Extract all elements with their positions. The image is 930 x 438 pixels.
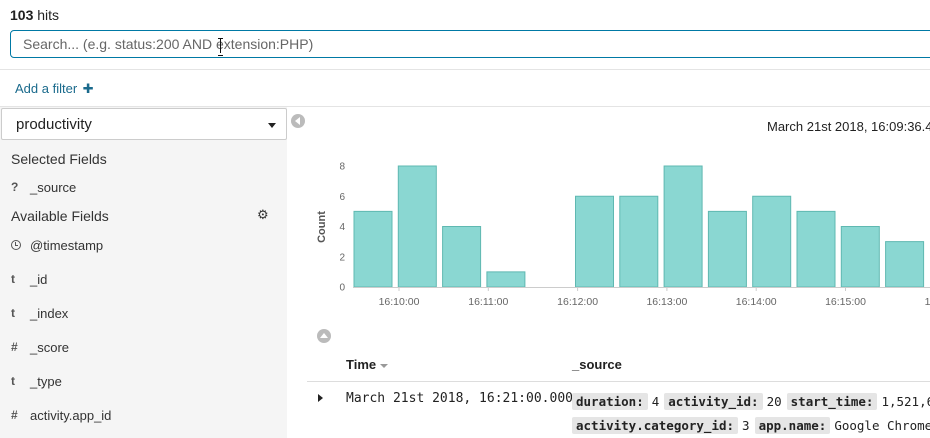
histogram-chart: Count 0 2 4 6 8 16:10:00 16:11:00 16:12:00 16:13:… [316,162,930,308]
add-filter-label: Add a filter [15,81,78,96]
x-tick-label: 16:11:00 [468,296,508,308]
x-tick-label: 16:13:00 [646,296,687,308]
column-header-source: _source [572,357,622,372]
divider [307,381,930,382]
source-key: duration: [572,393,648,410]
source-key: app.name: [754,417,831,434]
hits-count: 103 hits [10,7,59,23]
expand-row-icon[interactable] [318,394,323,402]
histogram-bar [796,210,836,288]
y-tick-label: 2 [339,252,345,263]
string-type-icon: t [11,306,15,320]
divider [0,69,930,70]
x-tick-label: 16:15:00 [825,296,866,308]
histogram-bar [707,210,747,288]
histogram-bar [575,195,614,288]
search-input[interactable] [10,30,930,58]
source-value: Google Chrome [834,418,930,433]
histogram-bar [486,271,526,288]
source-value: 4 [651,394,660,409]
y-tick-label: 8 [339,162,345,173]
field-name: _source [30,180,77,195]
field-name: @timestamp [30,238,104,253]
histogram-bar [442,226,482,288]
field-item-index[interactable]: t _index [0,303,287,325]
hits-label: hits [37,7,60,23]
column-label: Time [346,357,377,372]
histogram-bar [353,210,393,288]
text-cursor-icon [218,37,224,56]
column-header-time[interactable]: Time [346,357,389,372]
y-axis-label: Count [316,211,328,243]
divider [0,106,930,107]
number-type-icon: # [11,340,18,354]
source-key: activity.category_id: [572,417,739,434]
index-pattern-value: productivity [16,116,92,133]
field-name: _index [30,306,69,321]
field-name: _score [30,340,70,355]
string-type-icon: t [11,374,15,388]
histogram-bar [619,195,659,288]
source-line-1: duration: 4 activity_id: 20 start_time: 1,521… [572,393,930,410]
histogram-bar [397,165,437,288]
x-tick-label: 16:12:00 [557,296,598,308]
source-line-2: activity.category_id: 3 app.name: Google Ch… [572,417,930,434]
field-name: activity.app_id [30,408,112,423]
field-item-timestamp[interactable]: @timestamp [0,235,287,257]
date-range-label: March 21st 2018, 16:09:36.4 [767,119,930,134]
source-key: start_time: [786,393,878,410]
field-item-source[interactable]: ? _source [0,177,287,199]
index-pattern-select[interactable]: productivity [1,108,287,140]
number-type-icon: # [11,408,18,422]
hits-number: 103 [10,7,34,23]
gear-icon[interactable]: ⚙ [257,207,269,222]
field-item-score[interactable]: # _score [0,337,287,359]
field-item-id[interactable]: t _id [0,269,287,291]
string-type-icon: t [11,272,15,286]
histogram-bar [752,195,792,288]
source-value: 3 [742,418,750,433]
unknown-type-icon: ? [11,180,19,194]
row-time: March 21st 2018, 16:21:00.000 [346,391,573,406]
y-tick-label: 6 [339,192,345,203]
histogram-bar [840,226,880,288]
sort-down-icon [380,363,389,368]
chevron-down-icon [268,123,276,128]
histogram-bar [885,241,925,288]
x-tick-label: 16:14:00 [736,296,777,308]
field-name: _id [30,272,48,287]
selected-fields-title: Selected Fields [11,151,107,167]
field-item-activity-app-id[interactable]: # activity.app_id [0,405,287,427]
collapse-sidebar-button[interactable] [291,114,305,128]
field-sidebar: productivity Selected Fields ? _source A… [0,107,287,438]
source-key: activity_id: [664,393,763,410]
y-tick-label: 0 [339,283,345,294]
clock-icon [11,240,21,250]
plus-icon: ✚ [82,81,94,96]
histogram-bar [663,165,703,288]
x-tick-label: 16:10:00 [379,296,420,308]
add-filter-link[interactable]: Add a filter ✚ [15,81,94,97]
field-name: _type [30,374,62,389]
field-item-type[interactable]: t _type [0,371,287,393]
collapse-chart-button[interactable] [317,329,331,343]
x-tick-label: 16:1 [925,296,930,308]
source-value: 1,521,6 [881,394,930,409]
available-fields-title: Available Fields [11,208,109,224]
source-value: 20 [766,394,782,409]
y-tick-label: 4 [339,222,345,233]
